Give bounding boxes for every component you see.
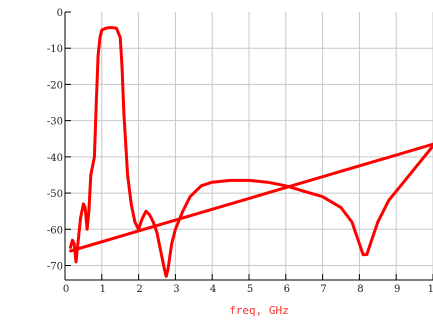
y-tick-label: -70 <box>47 262 63 273</box>
x-tick-label: 4 <box>210 284 216 295</box>
series-line-2 <box>69 142 433 253</box>
y-tick-label: -30 <box>47 117 63 128</box>
axes <box>64 11 433 281</box>
y-tick-label: -40 <box>47 153 63 164</box>
x-tick-label: 8 <box>357 284 363 295</box>
x-tick-label: 2 <box>136 284 142 295</box>
x-tick-label: 1 <box>100 284 106 295</box>
y-tick-label: -50 <box>47 189 63 200</box>
y-tick-label: 0 <box>57 8 63 19</box>
series-line-1 <box>69 26 433 278</box>
x-axis-label: freq, GHz <box>229 304 289 317</box>
x-tick-label: 6 <box>284 284 290 295</box>
x-tick-label: 9 <box>394 284 400 295</box>
x-tick-label: 5 <box>247 284 253 295</box>
grid <box>65 12 433 280</box>
x-tick-label: 7 <box>320 284 326 295</box>
y-tick-label: -20 <box>47 80 63 91</box>
x-tick-label: 0 <box>63 284 69 295</box>
plot-area <box>69 26 433 278</box>
x-tick-label: 3 <box>173 284 179 295</box>
x-tick-label: 10 <box>428 284 433 295</box>
y-tick-label: -60 <box>47 225 63 236</box>
tick-labels: 0 1 2 3 4 5 6 7 8 9 10 0 -10 -20 -30 -40 -50 -60 -70 <box>47 8 433 295</box>
y-tick-label: -10 <box>47 44 63 55</box>
